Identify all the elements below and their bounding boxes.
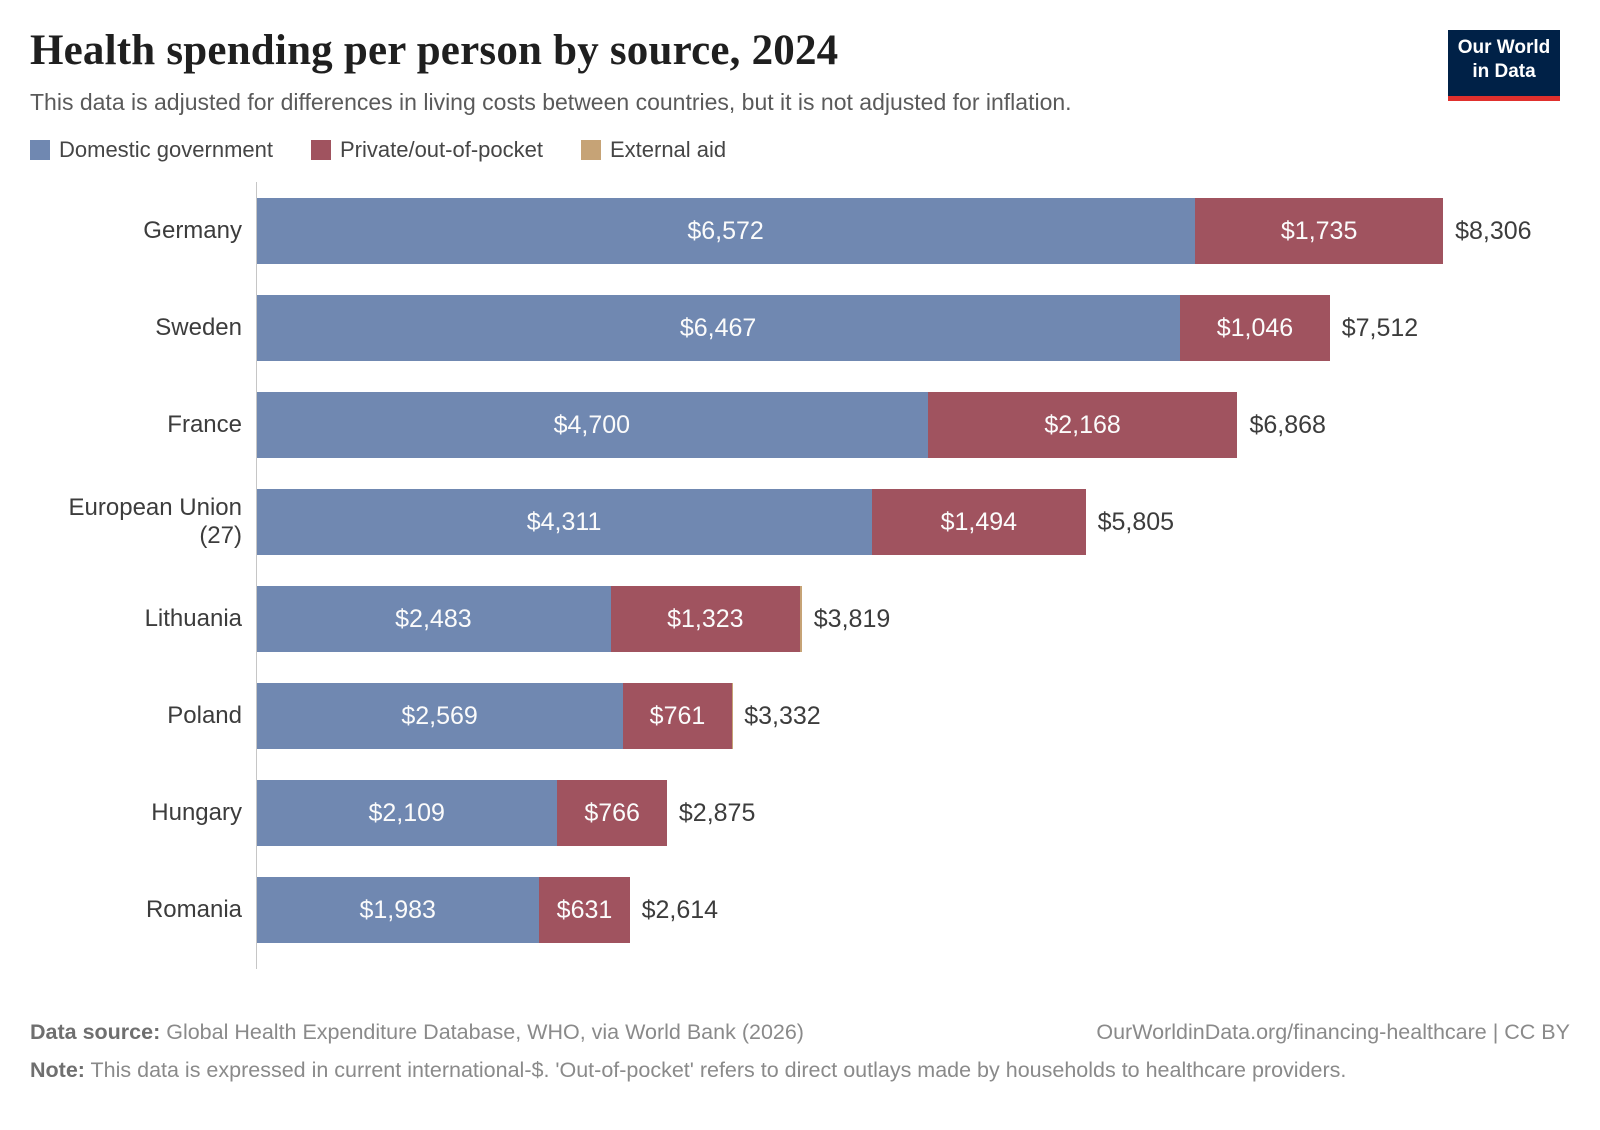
owid-logo-line1: Our World [1457, 37, 1551, 58]
total-value-label: $3,332 [744, 701, 821, 730]
chart-row-poland: Poland $2,569 $761 $3,332 [30, 683, 1600, 749]
total-value-label: $8,306 [1455, 216, 1532, 245]
total-value-label: $6,868 [1249, 410, 1326, 439]
bar-segment-domestic-government[interactable]: $2,109 [256, 780, 558, 846]
total-value-label: $2,875 [678, 798, 756, 827]
bar-value-label: $2,168 [1044, 410, 1121, 439]
data-source-text: Global Health Expenditure Database, WHO,… [160, 1020, 804, 1044]
legend-label: External aid [609, 137, 727, 162]
stacked-bar-chart: Germany $6,572 $1,735 $8,306 Sweden $6,467 $1,… [30, 182, 1600, 969]
legend-item-private-out-of-pocket[interactable]: Private/out-of-pocket [310, 137, 543, 163]
bar-value-label: $4,700 [553, 410, 631, 439]
chart-footer: Data source: Global Health Expenditure D… [30, 1013, 1570, 1089]
note-text: This data is expressed in current intern… [84, 1058, 1347, 1082]
data-source-label: Data source: [30, 1020, 161, 1044]
bar-segment-domestic-government[interactable]: $6,572 [256, 198, 1196, 264]
chart-row-lithuania: Lithuania $2,483 $1,323 $3,819 [30, 586, 1600, 652]
bar-value-label: $1,494 [940, 507, 1018, 536]
bar-segment-private-out-of-pocket[interactable]: $766 [557, 780, 667, 846]
category-label: France [167, 411, 242, 438]
bar-value-label: $4,311 [526, 507, 602, 536]
page-title: Health spending per person by source, 20… [30, 27, 839, 74]
owid-logo-line2: in Data [1472, 61, 1536, 82]
category-label: Poland [167, 702, 242, 729]
category-label: Lithuania [144, 605, 242, 632]
legend: Domestic government Private/out-of-pocket… [30, 137, 1570, 163]
category-label: Sweden [155, 314, 242, 341]
chart-row-france: France $4,700 $2,168 $6,868 [30, 392, 1600, 458]
note-label: Note: [30, 1058, 85, 1082]
category-label: Romania [145, 896, 242, 923]
legend-swatch-private-out-of-pocket [310, 140, 331, 160]
bar-segment-domestic-government[interactable]: $4,700 [256, 392, 928, 458]
legend-item-domestic-government[interactable]: Domestic government [30, 137, 273, 163]
bar-value-label: $2,109 [368, 798, 445, 827]
bar-segment-domestic-government[interactable]: $2,569 [256, 683, 624, 749]
bar-value-label: $6,572 [687, 216, 764, 245]
legend-label: Domestic government [59, 137, 273, 162]
chart-row-germany: Germany $6,572 $1,735 $8,306 [30, 198, 1600, 264]
bar-segment-private-out-of-pocket[interactable]: $761 [623, 683, 732, 749]
bar-value-label: $766 [584, 798, 640, 827]
total-value-label: $2,614 [641, 895, 719, 924]
chart-header: Health spending per person by source, 20… [0, 0, 1600, 116]
bar-segment-external-aid[interactable] [799, 586, 802, 652]
bar-value-label: $1,323 [667, 604, 744, 633]
legend-label: Private/out-of-pocket [339, 137, 543, 162]
legend-item-external-aid[interactable]: External aid [580, 137, 727, 163]
category-label: Hungary [151, 799, 242, 826]
bar-segment-private-out-of-pocket[interactable]: $631 [539, 877, 630, 943]
total-value-label: $5,805 [1097, 507, 1175, 536]
category-label: Germany [143, 217, 242, 244]
chart-row-sweden: Sweden $6,467 $1,046 $7,512 [30, 295, 1600, 361]
legend-swatch-external-aid [580, 140, 601, 160]
total-value-label: $7,512 [1341, 313, 1419, 342]
note-line: Note: This data is expressed in current … [30, 1051, 1570, 1089]
bar-segment-private-out-of-pocket[interactable]: $1,735 [1195, 198, 1444, 264]
category-label: European Union (27) [68, 494, 242, 549]
bar-value-label: $1,046 [1216, 313, 1294, 342]
bar-segment-private-out-of-pocket[interactable]: $1,494 [872, 489, 1086, 555]
chart-row-european-union-27: European Union (27) $4,311 $1,494 $5,805 [30, 489, 1600, 555]
legend-swatch-domestic-government [30, 140, 50, 160]
bar-value-label: $761 [649, 701, 706, 730]
y-axis-line [256, 182, 257, 969]
bar-value-label: $6,467 [679, 313, 757, 342]
owid-logo[interactable]: Our World in Data [1448, 30, 1560, 101]
bar-segment-domestic-government[interactable]: $1,983 [256, 877, 540, 943]
bar-segment-domestic-government[interactable]: $2,483 [256, 586, 611, 652]
bar-segment-private-out-of-pocket[interactable]: $1,323 [610, 586, 800, 652]
bar-segment-private-out-of-pocket[interactable]: $2,168 [927, 392, 1238, 458]
bar-segment-domestic-government[interactable]: $4,311 [256, 489, 873, 555]
chart-row-romania: Romania $1,983 $631 $2,614 [30, 877, 1600, 943]
bar-value-label: $2,483 [395, 604, 472, 633]
owid-cc-link[interactable]: OurWorldinData.org/financing-healthcare … [1096, 1020, 1570, 1044]
data-source-line: Data source: Global Health Expenditure D… [30, 1013, 804, 1051]
chart-subtitle: This data is adjusted for differences in… [30, 89, 1072, 115]
bar-value-label: $2,569 [401, 701, 478, 730]
bar-value-label: $631 [556, 895, 613, 924]
total-value-label: $3,819 [813, 604, 891, 633]
chart-row-hungary: Hungary $2,109 $766 $2,875 [30, 780, 1600, 846]
bar-segment-private-out-of-pocket[interactable]: $1,046 [1180, 295, 1330, 361]
bar-segment-domestic-government[interactable]: $6,467 [256, 295, 1181, 361]
bar-value-label: $1,735 [1280, 216, 1358, 245]
bar-value-label: $1,983 [359, 895, 436, 924]
